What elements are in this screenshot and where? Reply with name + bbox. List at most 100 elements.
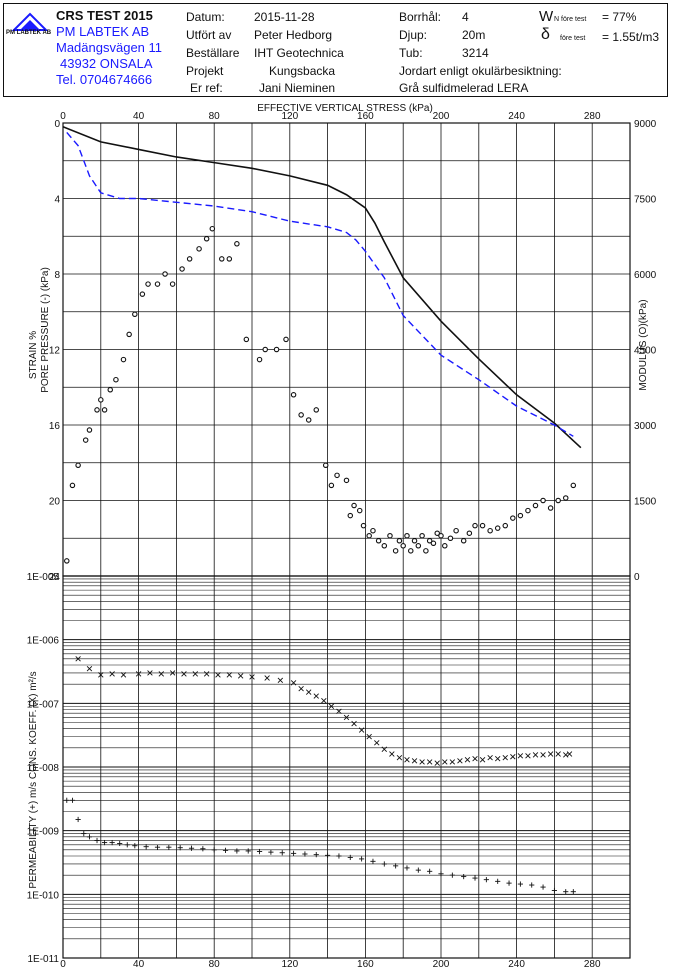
modulus-point bbox=[94, 407, 100, 413]
modulus-point bbox=[290, 392, 297, 398]
modulus-point bbox=[186, 256, 193, 262]
report-title: CRS TEST 2015 bbox=[56, 8, 153, 23]
modulus-point bbox=[209, 225, 216, 232]
density-value: = 1.55t/m3 bbox=[602, 30, 660, 44]
modulus-point bbox=[438, 532, 444, 539]
cons-coeff-point bbox=[457, 758, 463, 764]
upper-grid bbox=[62, 122, 631, 577]
left-y-tick-label: 20 bbox=[49, 497, 61, 508]
permeability-point bbox=[86, 834, 93, 840]
modulus-point bbox=[107, 387, 114, 393]
permeability-point bbox=[81, 830, 87, 837]
right-y-tick-label: 9000 bbox=[634, 119, 657, 130]
right-y-tick-label: 6000 bbox=[634, 270, 657, 281]
modulus-point bbox=[479, 522, 486, 529]
cons-coeff-point bbox=[328, 703, 335, 709]
modulus-point bbox=[313, 407, 320, 413]
y-axis-label-strain: STRAIN % bbox=[28, 331, 39, 379]
modulus-point bbox=[502, 522, 509, 529]
cons-coeff-point bbox=[158, 671, 164, 677]
cons-coeff-point bbox=[264, 675, 270, 681]
cons-coeff-point bbox=[192, 671, 199, 677]
permeability-point bbox=[370, 858, 376, 864]
cons-coeff-point bbox=[487, 754, 493, 761]
cons-coeff-point bbox=[366, 733, 372, 740]
permeability-point bbox=[177, 845, 183, 851]
permeability-point bbox=[64, 797, 70, 803]
left-y-tick-label: 16 bbox=[49, 421, 61, 432]
log-y-tick-label: 1E-010 bbox=[27, 890, 60, 901]
value-djup: 20m bbox=[462, 28, 486, 42]
cons-coeff-point bbox=[169, 670, 176, 676]
y-axis-label-modulus: MODULUS (O)(kPa) bbox=[638, 299, 649, 390]
lower-x-tick-label: 80 bbox=[209, 959, 221, 967]
permeability-point bbox=[540, 884, 546, 890]
cons-coeff-point bbox=[479, 757, 486, 763]
modulus-point bbox=[423, 548, 429, 554]
cons-coeff-point bbox=[389, 751, 395, 757]
modulus-point bbox=[442, 543, 448, 549]
modulus-point bbox=[305, 417, 312, 423]
cons-coeff-point bbox=[336, 708, 342, 715]
modulus-point bbox=[145, 281, 151, 287]
permeability-point bbox=[495, 878, 501, 884]
modulus-point bbox=[64, 558, 70, 564]
modulus-point bbox=[179, 266, 185, 272]
permeability-point bbox=[449, 872, 455, 878]
label-datum: Datum: bbox=[186, 10, 225, 24]
permeability-point bbox=[143, 844, 149, 850]
cons-coeff-point bbox=[147, 670, 153, 676]
cons-coeff-point bbox=[510, 754, 516, 760]
permeability-point bbox=[117, 840, 123, 847]
left-y-tick-label: 12 bbox=[49, 346, 61, 357]
value-bestallare: IHT Geotechnica bbox=[254, 46, 344, 60]
modulus-point bbox=[132, 311, 138, 318]
density-subscript: före test bbox=[560, 35, 586, 42]
label-projekt: Projekt bbox=[186, 64, 224, 78]
modulus-point bbox=[375, 538, 382, 544]
permeability-point bbox=[461, 873, 467, 880]
permeability-point bbox=[109, 839, 115, 846]
cons-coeff-point bbox=[374, 740, 380, 746]
series-layer bbox=[62, 126, 582, 895]
modulus-point bbox=[430, 540, 437, 547]
upper-x-tick-label: 80 bbox=[209, 111, 221, 122]
permeability-point bbox=[381, 861, 387, 867]
permeability-point bbox=[222, 847, 229, 853]
modulus-point bbox=[510, 515, 516, 521]
wn-symbol: W bbox=[539, 8, 554, 25]
permeability-point bbox=[245, 848, 251, 854]
y-axis-label-pore-pressure: PORE PRESSURE (-) (kPa) bbox=[40, 267, 51, 393]
modulus-point bbox=[487, 527, 493, 534]
value-projekt: Kungsbacka bbox=[269, 64, 336, 78]
cons-coeff-point bbox=[396, 754, 403, 761]
modulus-point bbox=[525, 507, 531, 514]
value-utfort-av: Peter Hedborg bbox=[254, 28, 333, 42]
permeability-point bbox=[529, 882, 535, 888]
modulus-point bbox=[347, 512, 354, 519]
permeability-point bbox=[313, 852, 319, 858]
cons-coeff-point bbox=[547, 751, 554, 757]
modulus-point bbox=[262, 346, 268, 353]
permeability-point bbox=[347, 854, 353, 861]
permeability-point bbox=[211, 847, 217, 853]
cons-coeff-point bbox=[464, 757, 471, 763]
modulus-point bbox=[415, 543, 422, 549]
label-borrhal: Borrhål: bbox=[399, 10, 442, 24]
permeability-point bbox=[124, 842, 130, 848]
cons-coeff-point bbox=[226, 672, 233, 678]
modulus-point bbox=[162, 271, 168, 277]
cons-coeff-point bbox=[313, 693, 319, 699]
upper-x-tick-label: 200 bbox=[433, 111, 450, 122]
permeability-point bbox=[268, 849, 274, 855]
permeability-point bbox=[101, 839, 108, 846]
permeability-point bbox=[94, 837, 100, 844]
permeability-point bbox=[75, 816, 81, 823]
permeability-point bbox=[132, 843, 138, 849]
lower-x-tick-label: 120 bbox=[281, 959, 298, 967]
lower-x-tick-label: 280 bbox=[584, 959, 601, 967]
modulus-point bbox=[396, 538, 403, 544]
cons-coeff-point bbox=[75, 656, 81, 662]
modulus-point bbox=[532, 502, 539, 509]
cons-coeff-point bbox=[404, 757, 410, 763]
